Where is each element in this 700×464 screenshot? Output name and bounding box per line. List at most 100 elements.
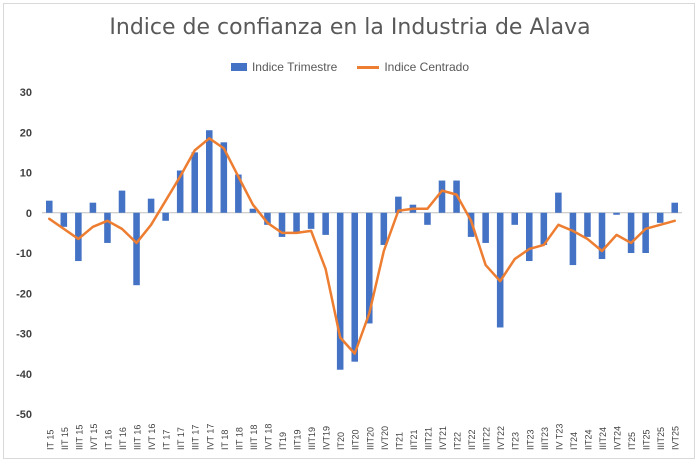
bar-8 xyxy=(162,212,169,221)
x-tick-label: IIIT 17 xyxy=(191,425,201,450)
x-tick-label: IT22 xyxy=(453,432,463,450)
x-tick-label: IIIT23 xyxy=(540,427,550,450)
x-tick-label: IIIT22 xyxy=(482,427,492,450)
chart-legend: Indice Trimestre Indice Centrado xyxy=(0,60,700,74)
bar-19 xyxy=(322,212,329,235)
x-tick-label: IIT 15 xyxy=(60,427,70,450)
bar-40 xyxy=(627,212,635,253)
bar-13 xyxy=(235,174,242,213)
x-tick-label: IIIT 18 xyxy=(249,425,259,450)
legend-label-centrado: Indice Centrado xyxy=(384,60,470,74)
bar-18 xyxy=(307,212,315,229)
x-tick-label: IT24 xyxy=(569,432,579,450)
bar-20 xyxy=(336,212,344,370)
x-tick-label: IIT21 xyxy=(409,429,419,450)
x-tick-label: IT25 xyxy=(627,432,637,450)
x-tick-label: IV T23 xyxy=(554,424,564,450)
x-tick-label: IVT 17 xyxy=(205,424,215,450)
bar-30 xyxy=(482,212,489,243)
x-tick-label: IVT24 xyxy=(613,426,623,450)
bar-42 xyxy=(656,212,664,223)
x-tick-label: IT 16 xyxy=(103,430,113,450)
x-tick-label: IIIT25 xyxy=(656,427,666,450)
bar-10 xyxy=(191,152,198,213)
x-tick-label: IT20 xyxy=(336,432,346,450)
bar-33 xyxy=(526,212,533,262)
y-tick-label: 30 xyxy=(20,87,32,99)
x-tick-label: IVT 15 xyxy=(89,424,99,450)
y-tick-label: -50 xyxy=(16,409,32,421)
bar-9 xyxy=(176,170,184,213)
bar-1 xyxy=(60,212,68,227)
bar-37 xyxy=(584,212,591,237)
bar-6 xyxy=(133,212,140,286)
x-tick-label: IIIT20 xyxy=(365,427,375,450)
bar-5 xyxy=(118,190,126,213)
x-tick-label: IIT 18 xyxy=(234,427,244,450)
x-tick-label: IIT 16 xyxy=(118,427,128,450)
x-tick-label: IIIT 16 xyxy=(133,425,143,450)
x-tick-label: IIIT19 xyxy=(307,427,317,450)
x-tick-label: IVT25 xyxy=(671,426,681,450)
bar-4 xyxy=(104,212,111,243)
legend-swatch-line xyxy=(357,65,380,69)
x-tick-label: IT 18 xyxy=(220,430,230,450)
bar-29 xyxy=(467,212,475,237)
x-tick-label: IIT19 xyxy=(293,429,303,450)
line-series-centrado xyxy=(48,137,676,355)
bar-11 xyxy=(206,130,213,213)
bar-2 xyxy=(75,212,82,262)
x-tick-label: IT23 xyxy=(511,432,521,450)
x-tick-label: IIIT 15 xyxy=(74,425,84,450)
bar-14 xyxy=(249,208,257,213)
x-tick-label: IVT19 xyxy=(322,426,332,450)
chart-frame xyxy=(3,3,695,459)
x-tick-label: IIT23 xyxy=(525,429,535,450)
bar-36 xyxy=(569,212,577,266)
bar-24 xyxy=(395,196,402,213)
y-tick-label: -10 xyxy=(16,248,32,260)
x-tick-label: IIT25 xyxy=(642,429,652,450)
x-tick-label: IVT22 xyxy=(496,426,506,450)
x-tick-label: IIIT21 xyxy=(423,427,433,450)
bar-15 xyxy=(264,212,271,225)
x-tick-label: IIT22 xyxy=(467,429,477,450)
x-tick-label: IIT24 xyxy=(583,429,593,450)
x-tick-label: IVT21 xyxy=(438,426,448,450)
y-tick-label: -30 xyxy=(16,329,32,341)
bar-7 xyxy=(147,198,155,213)
bar-39 xyxy=(613,212,620,215)
bar-43 xyxy=(671,202,678,213)
x-tick-label: IVT20 xyxy=(380,426,390,450)
bar-32 xyxy=(511,212,518,225)
bar-41 xyxy=(642,212,649,253)
x-tick-label: IIT 17 xyxy=(176,427,186,450)
x-tick-label: IVT 18 xyxy=(263,424,273,450)
legend-item-trimestre: Indice Trimestre xyxy=(230,60,338,74)
x-tick-label: IT 15 xyxy=(45,430,55,450)
y-tick-label: 0 xyxy=(26,208,32,220)
legend-label-trimestre: Indice Trimestre xyxy=(251,60,338,74)
x-tick-label: IIIT24 xyxy=(598,427,608,450)
x-tick-label: IT 17 xyxy=(162,430,172,450)
bar-12 xyxy=(220,142,228,213)
y-tick-label: 20 xyxy=(20,127,32,139)
bar-23 xyxy=(380,212,388,245)
bar-21 xyxy=(351,212,358,362)
x-tick-label: IVT 16 xyxy=(147,424,157,450)
bar-22 xyxy=(366,212,373,324)
bar-35 xyxy=(555,192,562,213)
bar-34 xyxy=(540,212,548,245)
bar-3 xyxy=(89,202,97,213)
bar-0 xyxy=(46,200,53,213)
x-tick-label: IT21 xyxy=(394,432,404,450)
x-tick-label: IT19 xyxy=(278,432,288,450)
y-tick-label: -20 xyxy=(16,288,32,300)
y-tick-label: 10 xyxy=(20,168,32,180)
bar-16 xyxy=(278,212,286,237)
bar-27 xyxy=(438,180,446,213)
legend-swatch-bar xyxy=(230,63,247,71)
bar-31 xyxy=(496,212,504,328)
chart-title: Indice de confianza en la Industria de A… xyxy=(109,15,591,40)
